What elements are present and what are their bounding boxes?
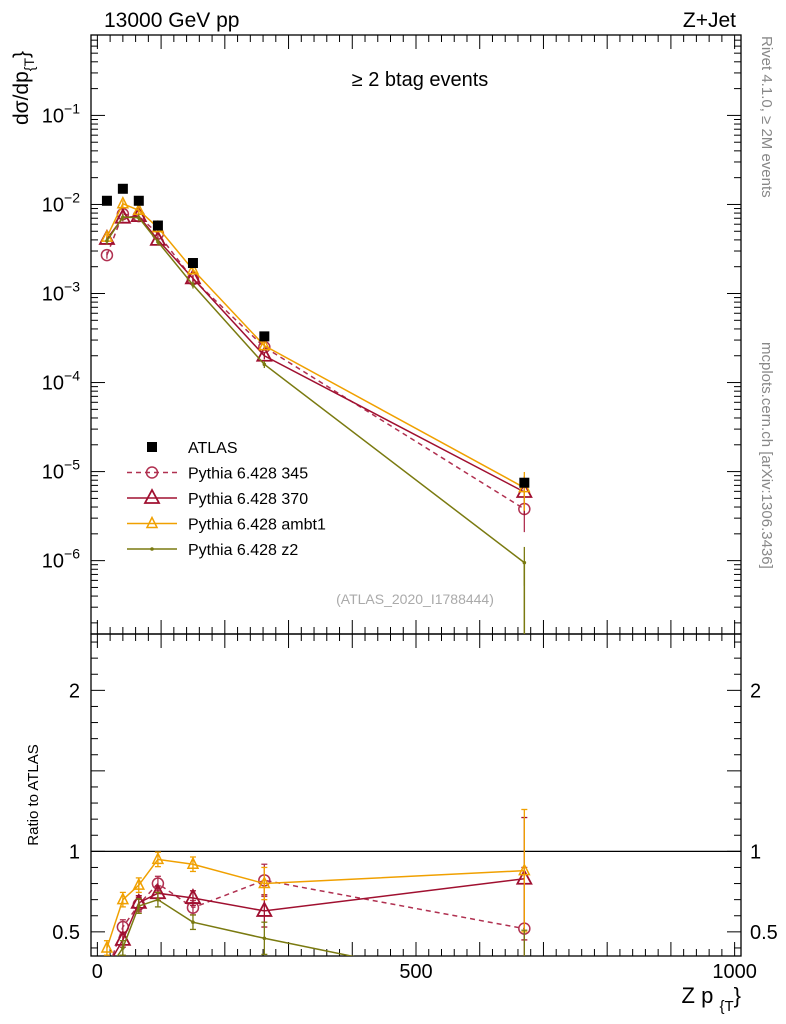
ratio-y-tick-label: 2 [69, 680, 80, 702]
series-3-ratio-point [105, 970, 109, 974]
series-2-main-point [116, 196, 130, 209]
series-3-main-point [191, 283, 195, 287]
ratio-plot-series [100, 808, 533, 994]
series-2-ratio-point [186, 856, 200, 869]
atlas-data-point [259, 331, 270, 342]
main-plot-series [98, 183, 533, 634]
analysis-label: (ATLAS_2020_I1788444) [336, 591, 494, 607]
series-3-ratio-point [262, 936, 267, 941]
series-3-ratio-point [156, 897, 160, 902]
main-y-axis-label-brace: } [10, 51, 33, 58]
series-3-ratio-line [116, 898, 355, 956]
series-2-ratio-point [116, 891, 130, 905]
legend-atlas-marker [147, 442, 157, 452]
series-2-ratio-point [258, 875, 271, 889]
legend-atlas-label: ATLAS [188, 440, 238, 457]
atlas-data-point [187, 258, 198, 269]
atlas-data-point [519, 477, 530, 488]
series-3-ratio-point [136, 904, 141, 908]
series-0-main-line [106, 213, 525, 510]
x-axis-label-brace: } [734, 983, 741, 1008]
series-1-ratio-point [255, 901, 273, 917]
legend-series-3-marker [150, 547, 154, 551]
series-1-main-point [255, 345, 273, 362]
series-3-main-point [262, 362, 267, 367]
series-3-ratio-point [523, 990, 527, 994]
chart-title: ≥ 2 btag events [352, 69, 489, 91]
series-3-main-point [136, 215, 141, 220]
ratio-y-tick-label-right: 2 [750, 680, 761, 702]
rivet-label: Rivet 4.1.0, ≥ 2M events [758, 36, 775, 198]
series-3-ratio-point [191, 920, 195, 924]
series-2-main-point [132, 202, 146, 216]
x-axis-label: Z p {T} [682, 983, 741, 1015]
legend-series-0-marker [145, 466, 159, 479]
ratio-y-tick-label-right: 1 [750, 841, 761, 863]
ratio-y-tick-label: 0.5 [52, 922, 80, 944]
atlas-data-point [101, 195, 112, 206]
series-3-ratio-point [121, 946, 125, 950]
series-2-ratio-point [100, 940, 114, 953]
main-y-axis-label-text: dσ/dp [10, 71, 33, 125]
series-1-main-point [114, 207, 132, 224]
series-0-ratio-point [101, 967, 112, 978]
x-tick-label: 500 [399, 961, 432, 983]
y-tick-label: 10−1 [42, 100, 80, 127]
ratio-y-tick-label: 1 [69, 841, 80, 863]
series-2-ratio-line [106, 858, 525, 949]
y-tick-label: 10−5 [42, 457, 80, 484]
atlas-data-point [133, 195, 144, 206]
series-2-ratio-point [132, 877, 146, 890]
series-0-main-point [100, 248, 114, 262]
legend: ATLAS Pythia 6.428 345 Pythia 6.428 370 Pyt… [127, 440, 326, 559]
series-1-main-line [106, 215, 525, 493]
series-2-ratio-point [151, 851, 165, 865]
y-tick-label: 10−6 [42, 546, 80, 573]
y-tick-label: 10−2 [42, 189, 80, 216]
mcplots-label: mcplots.cern.ch [arXiv:1306.3436] [758, 342, 775, 569]
x-tick-label: 1000 [712, 961, 757, 983]
series-3-main-point [156, 240, 160, 244]
atlas-data-point [152, 220, 163, 231]
legend-series-2-marker [145, 515, 159, 529]
legend-series-1-marker [143, 488, 161, 504]
x-axis-label-sub: {T [719, 998, 733, 1015]
ratio-y-tick-label-right: 0.5 [750, 922, 778, 944]
legend-series-2-label: Pythia 6.428 ambt1 [188, 517, 326, 534]
x-tick-label: 0 [92, 961, 103, 983]
main-y-axis-label: dσ/dp{T} [10, 51, 37, 125]
legend-series-3-label: Pythia 6.428 z2 [188, 542, 298, 559]
series-3-main-point [121, 215, 125, 219]
series-2-main-point [258, 337, 271, 351]
series-2-main-line [106, 202, 525, 489]
axis-tick-labels: 0 500 1000 10−6 10−5 10−4 10−3 10−2 10−1 0.5 0.5 1 1… [42, 100, 778, 983]
x-axis-label-text: Z p [682, 983, 720, 1008]
series-2-main-point [186, 262, 200, 275]
header-right: Z+Jet [683, 9, 736, 32]
series-1-ratio-point [184, 888, 202, 904]
main-y-axis-label-sub: {T [21, 58, 37, 72]
legend-series-0-label: Pythia 6.428 345 [188, 466, 308, 483]
series-2-ratio-point [518, 862, 531, 876]
legend-series-1-label: Pythia 6.428 370 [188, 491, 308, 508]
ratio-plot-frame [90, 633, 742, 957]
y-tick-label: 10−4 [42, 368, 80, 395]
series-3-main-line [106, 216, 525, 564]
y-tick-label: 10−3 [42, 279, 80, 306]
atlas-data-point [117, 183, 128, 194]
series-3-main-point [105, 239, 109, 243]
header-left: 13000 GeV pp [104, 9, 239, 32]
ratio-y-axis-label: Ratio to ATLAS [25, 744, 42, 845]
